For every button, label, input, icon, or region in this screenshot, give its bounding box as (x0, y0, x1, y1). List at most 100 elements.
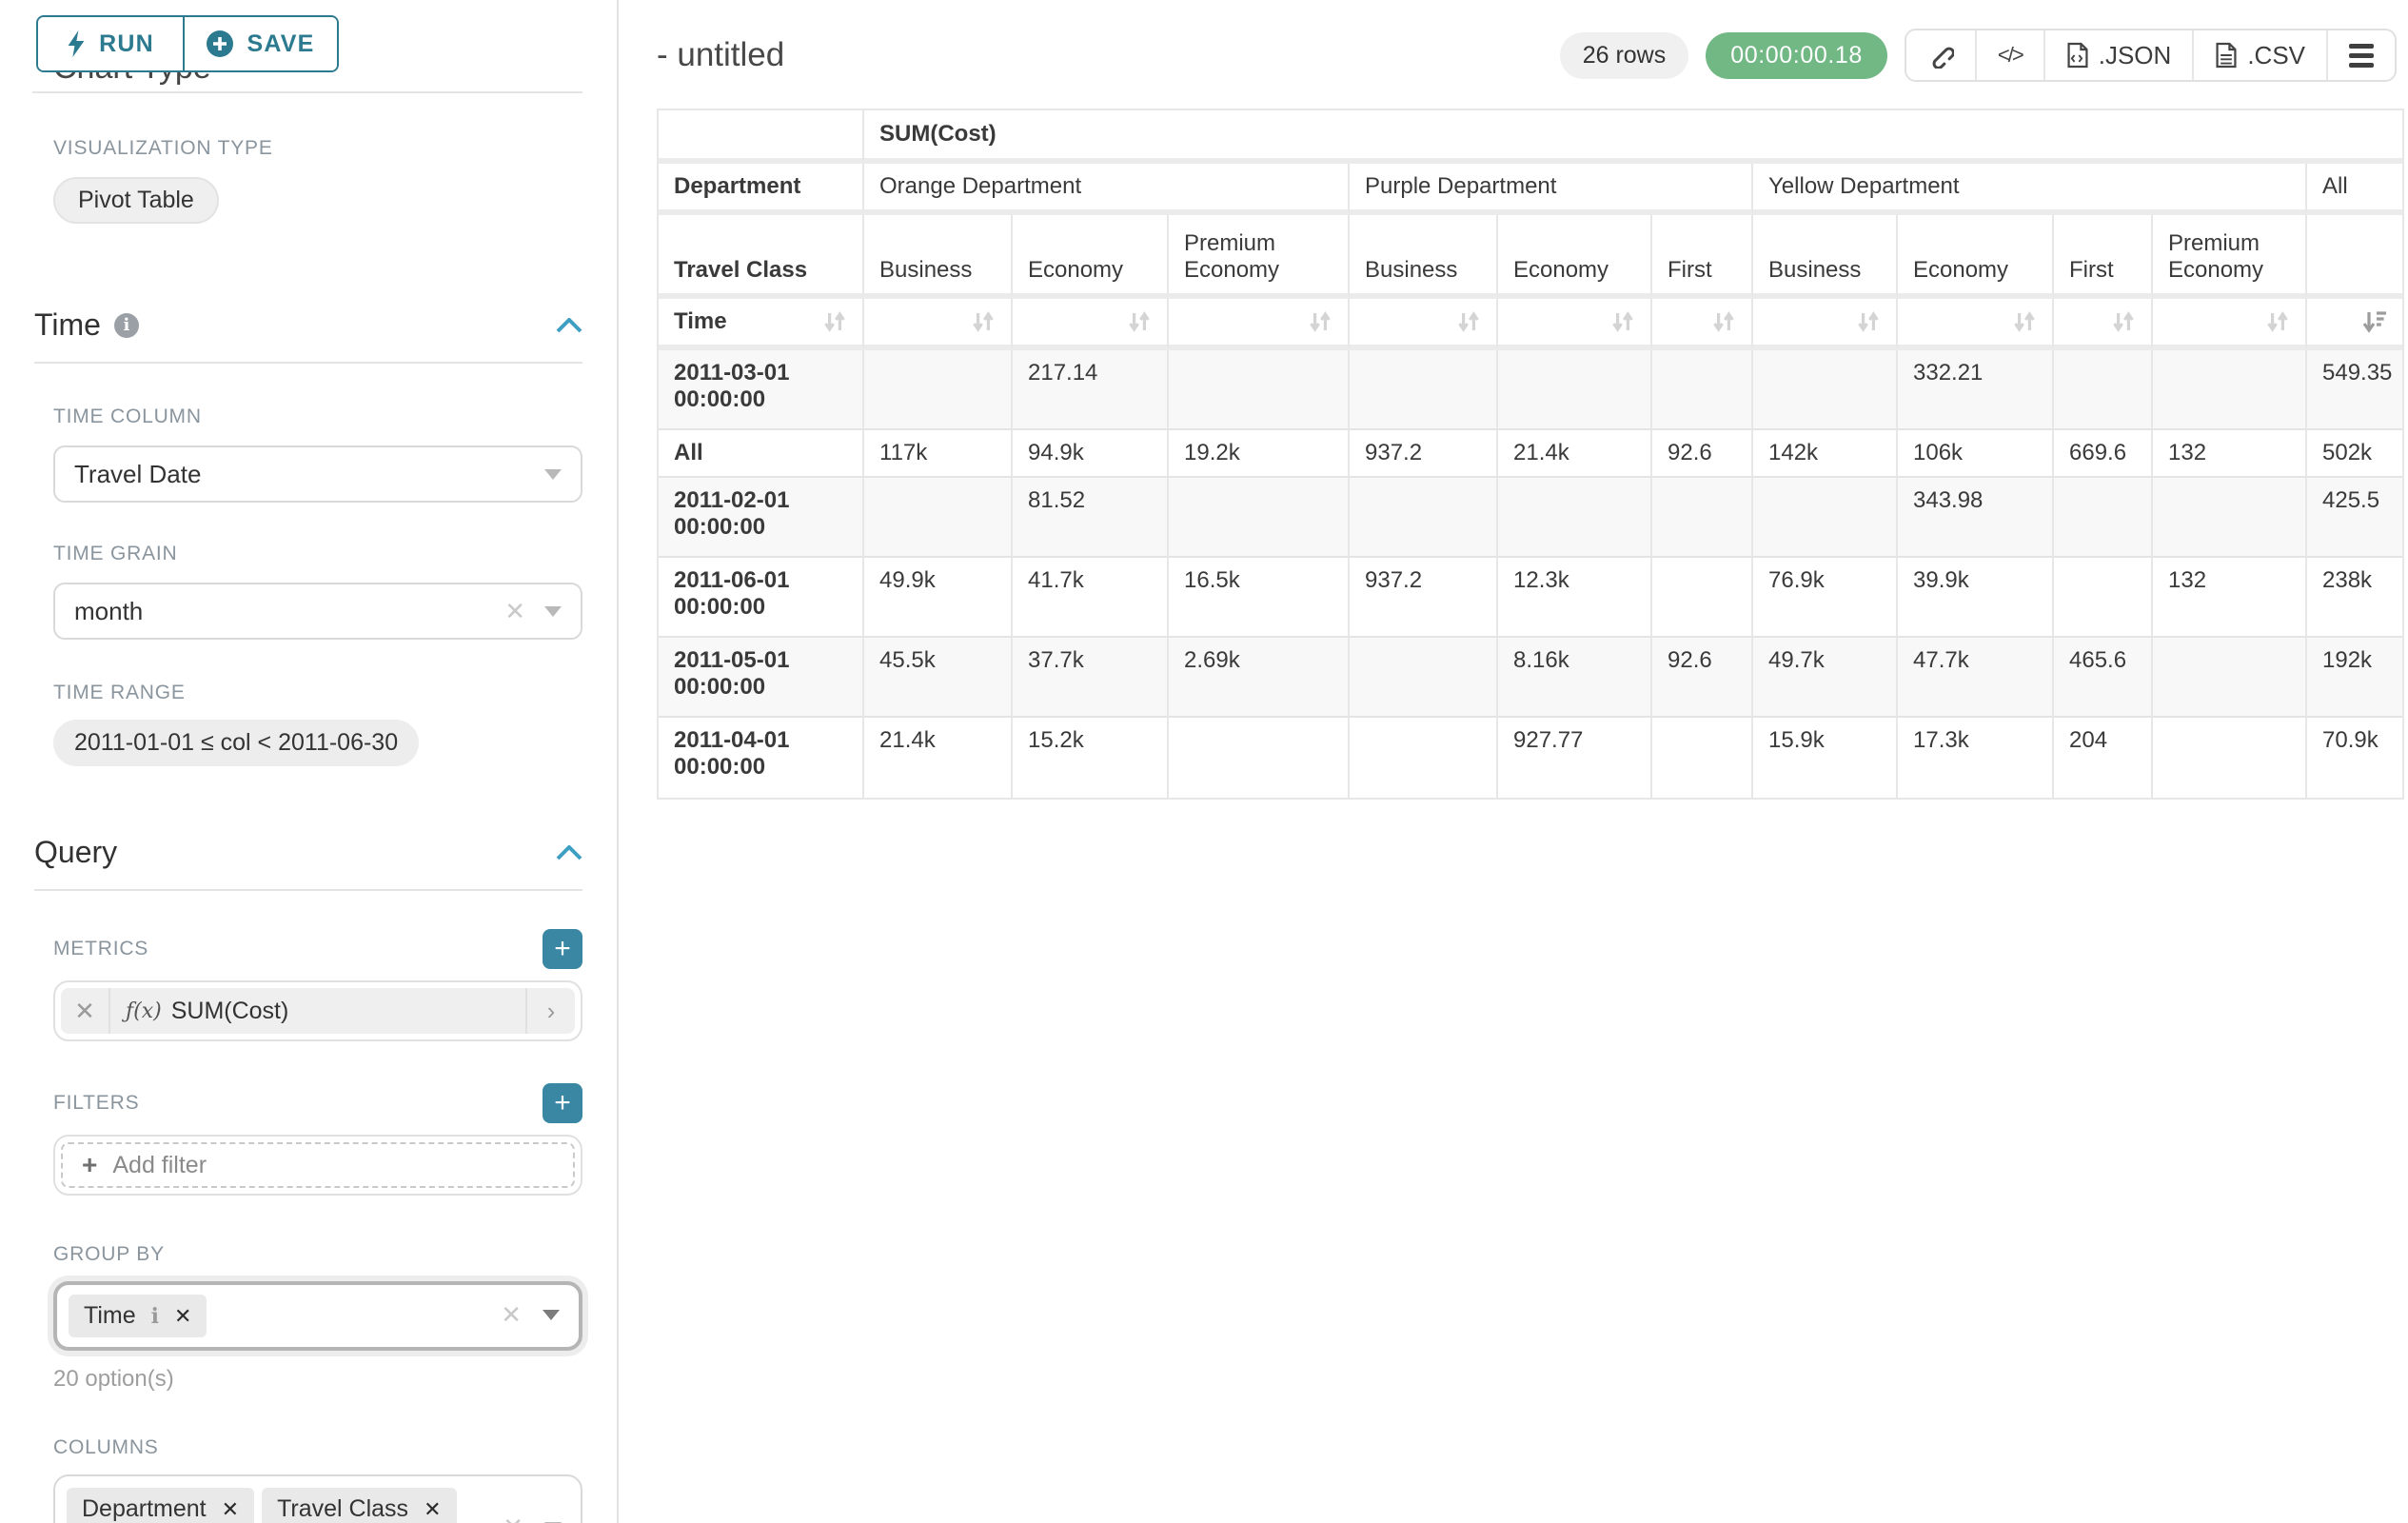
column-header-cell (2307, 215, 2403, 299)
pivot-table: SUM(Cost) Department Orange Department Purp… (659, 110, 2403, 798)
collapse-chevron-icon[interactable] (556, 844, 582, 860)
filters-label: FILTERS (53, 1092, 140, 1114)
value-cell: 425.5 (2307, 478, 2403, 558)
time-range-pill[interactable]: 2011-01-01 ≤ col < 2011-06-30 (53, 720, 420, 766)
expand-metric-icon[interactable]: › (525, 988, 575, 1034)
column-header-cell: First (1652, 215, 1753, 299)
query-duration-badge: 00:00:00.18 (1706, 31, 1887, 79)
add-filter-button[interactable]: + (543, 1083, 582, 1123)
sort-descending-icon[interactable] (2362, 309, 2387, 334)
value-cell (2153, 718, 2307, 798)
sort-icon[interactable] (822, 309, 847, 334)
add-metric-button[interactable]: + (543, 929, 582, 969)
pivot-table-container: SUM(Cost) Department Orange Department Purp… (657, 109, 2404, 800)
value-cell: 142k (1753, 430, 1898, 478)
sort-icon[interactable] (1456, 309, 1481, 334)
export-csv-button[interactable]: .CSV (2194, 30, 2328, 80)
chevron-down-icon[interactable] (543, 1309, 560, 1320)
clear-icon[interactable]: ✕ (501, 1300, 522, 1329)
column-header-cell: Business (1350, 215, 1498, 299)
sort-icon[interactable] (1711, 309, 1736, 334)
value-cell (2153, 638, 2307, 718)
group-by-select[interactable]: Time i ✕ ✕ (53, 1281, 582, 1351)
value-cell: 94.9k (1013, 430, 1169, 478)
control-panel: Chart Type RUN SAVE VISUALIZATION TYPE P… (0, 0, 619, 1523)
sort-icon[interactable] (1610, 309, 1635, 334)
clear-icon[interactable]: ✕ (503, 1514, 523, 1523)
value-cell (1169, 478, 1350, 558)
sort-icon[interactable] (2265, 309, 2290, 334)
sort-icon[interactable] (2012, 309, 2037, 334)
remove-chip-icon[interactable]: ✕ (174, 1303, 192, 1328)
value-cell: 132 (2153, 558, 2307, 638)
collapse-chevron-icon[interactable] (556, 317, 582, 333)
metrics-label: METRICS (53, 938, 149, 959)
value-cell: 204 (2054, 718, 2153, 798)
query-section-title: Query (34, 835, 118, 869)
value-cell: 37.7k (1013, 638, 1169, 718)
value-cell: 19.2k (1169, 430, 1350, 478)
value-cell: 192k (2307, 638, 2403, 718)
plus-circle-icon (207, 30, 234, 57)
metric-chip[interactable]: ✕ ƒ(x) SUM(Cost) › (61, 988, 575, 1034)
value-cell (2054, 558, 2153, 638)
selected-option-chip[interactable]: Travel Class ✕ (262, 1488, 457, 1523)
fx-icon: ƒ(x) (126, 999, 162, 1023)
value-cell: 12.3k (1498, 558, 1652, 638)
selected-option-chip[interactable]: Department ✕ (67, 1488, 255, 1523)
selected-option-chip[interactable]: Time i ✕ (69, 1295, 207, 1337)
sort-icon[interactable] (1127, 309, 1152, 334)
remove-metric-icon[interactable]: ✕ (61, 988, 110, 1034)
sort-icon[interactable] (2111, 309, 2136, 334)
link-icon (1932, 47, 1954, 69)
add-filter-field[interactable]: + Add filter (61, 1142, 575, 1188)
csv-file-icon (2216, 42, 2237, 69)
column-group-header-cell: Orange Department (864, 164, 1350, 215)
sort-cell (2153, 299, 2307, 350)
chart-panel: - untitled 26 rows 00:00:00.18 </> (619, 0, 2408, 1523)
sort-icon[interactable] (1856, 309, 1881, 334)
plus-icon: + (82, 1150, 98, 1179)
column-group-header-cell: Yellow Department (1753, 164, 2307, 215)
sort-icon[interactable] (1308, 309, 1332, 334)
column-header-cell: First (2054, 215, 2153, 299)
remove-chip-icon[interactable]: ✕ (424, 1496, 442, 1521)
export-toolbar: </> .JSON .CSV (1904, 29, 2397, 82)
run-button[interactable]: RUN (38, 17, 185, 70)
sort-icon[interactable] (971, 309, 996, 334)
columns-select[interactable]: Department✕Travel Class✕ ✕ (53, 1474, 582, 1523)
sort-cell (2307, 299, 2403, 350)
sort-cell (1652, 299, 1753, 350)
row-label-cell: 2011-03-01 00:00:00 (659, 350, 864, 430)
sort-cell (864, 299, 1013, 350)
export-json-button[interactable]: .JSON (2044, 30, 2195, 80)
copy-link-button[interactable] (1905, 30, 1977, 80)
sub-dimension-label-cell: Travel Class (659, 215, 864, 299)
remove-chip-icon[interactable]: ✕ (221, 1496, 240, 1521)
clear-icon[interactable]: ✕ (504, 597, 525, 625)
save-button[interactable]: SAVE (185, 17, 337, 70)
value-cell: 17.3k (1898, 718, 2054, 798)
time-column-select[interactable]: Travel Date (53, 445, 582, 503)
value-cell (1652, 558, 1753, 638)
time-range-label: TIME RANGE (53, 682, 186, 703)
value-cell: 45.5k (864, 638, 1013, 718)
section-divider (32, 91, 582, 93)
row-label-cell: 2011-05-01 00:00:00 (659, 638, 864, 718)
filters-box: + Add filter (53, 1135, 582, 1196)
chevron-down-icon[interactable] (544, 1521, 562, 1523)
value-cell: 92.6 (1652, 638, 1753, 718)
time-grain-select[interactable]: month ✕ (53, 583, 582, 640)
row-label-cell: All (659, 430, 864, 478)
metric-header-cell: SUM(Cost) (864, 110, 2403, 164)
embed-code-button[interactable]: </> (1976, 30, 2045, 80)
value-cell: 92.6 (1652, 430, 1753, 478)
value-cell (1753, 478, 1898, 558)
chart-title[interactable]: - untitled (657, 36, 785, 73)
menu-button[interactable] (2328, 30, 2395, 80)
chevron-down-icon (544, 605, 562, 617)
viz-type-pill[interactable]: Pivot Table (53, 177, 219, 224)
column-header-cell: Business (864, 215, 1013, 299)
value-cell: 2.69k (1169, 638, 1350, 718)
